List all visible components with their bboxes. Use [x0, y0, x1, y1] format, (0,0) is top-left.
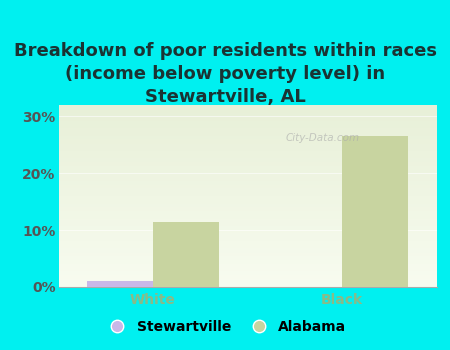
Bar [153, 222, 219, 287]
Bar [87, 281, 153, 287]
Text: Breakdown of poor residents within races
(income below poverty level) in
Stewart: Breakdown of poor residents within races… [14, 42, 436, 106]
Bar [342, 136, 408, 287]
Legend: Stewartville, Alabama: Stewartville, Alabama [98, 314, 352, 340]
Text: City-Data.com: City-Data.com [286, 133, 360, 143]
